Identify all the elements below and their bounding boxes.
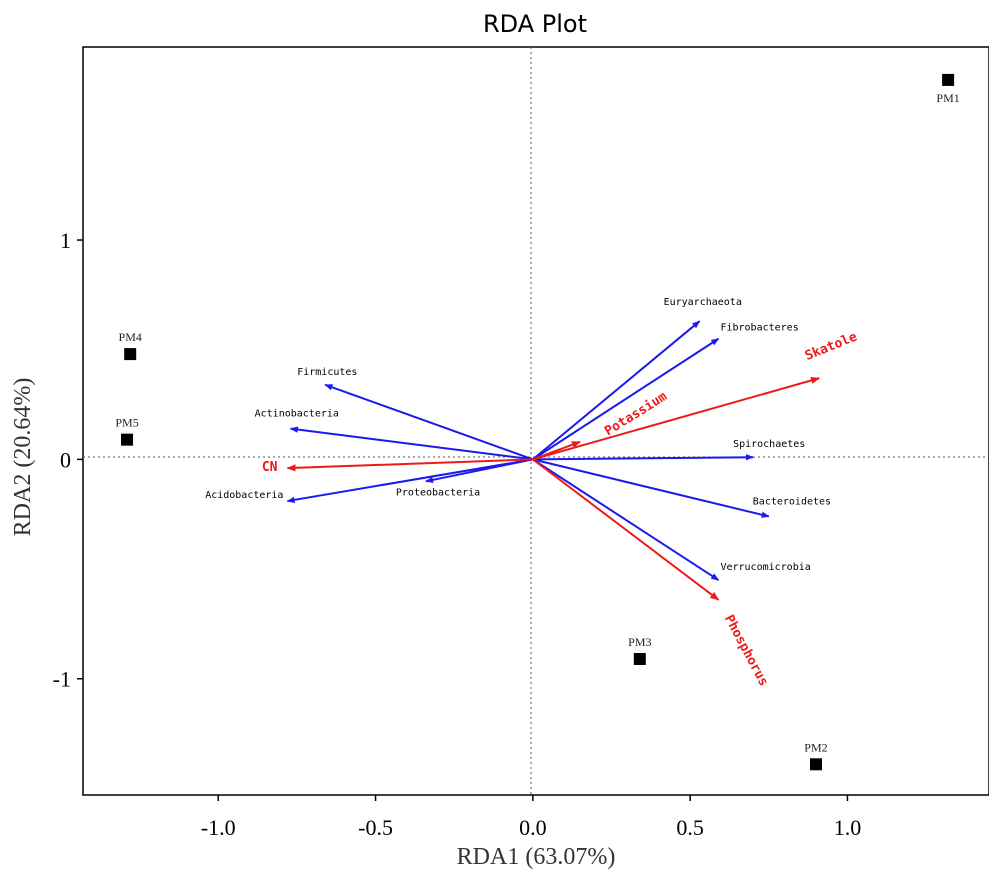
x-tick-label: -1.0 [201,815,236,840]
environment-arrow [532,440,581,461]
environment-label: CN [262,460,278,475]
site-label: PM1 [936,91,959,105]
environment-arrows: Skatole Potassium CN Phosphorus [262,329,860,688]
y-tick-label: 0 [60,447,71,472]
species-arrow [289,426,533,461]
species-arrow [425,458,534,484]
site-point [124,348,137,361]
site-points: PM1 PM2 PM3 PM4 PM5 [115,73,960,771]
site-label: PM3 [628,635,651,649]
species-label: Fibrobacteres [720,323,798,334]
species-arrow [532,458,720,581]
environment-arrow [286,458,533,472]
species-arrow [286,458,534,504]
site-label: PM4 [119,330,142,344]
environment-label: Phosphorus [721,613,771,689]
species-label: Bacteroidetes [753,496,831,507]
species-arrow [324,383,534,461]
site-point [809,758,822,771]
x-tick-label: 0.5 [676,815,704,840]
plot-frame [82,46,989,796]
site-label: PM2 [804,740,827,754]
site-point [942,73,955,86]
x-tick-label: 1.0 [834,815,862,840]
y-tick-label: 1 [60,228,71,253]
y-tick-label: -1 [53,667,71,692]
species-arrow [532,458,770,518]
species-label: Actinobacteria [255,409,339,420]
species-arrow [532,454,754,461]
site-point [121,433,134,446]
species-label: Verrucomicrobia [720,562,810,573]
x-axis-ticks: -1.0 -0.5 0.0 0.5 1.0 [201,795,861,840]
environment-label: Skatole [803,329,860,363]
species-label: Acidobacteria [205,490,283,501]
y-axis-label: RDA2 (20.64%) [10,378,36,537]
species-arrows: Euryarchaeota Fibrobacteres Firmicutes Acti… [205,297,831,581]
species-arrow [532,320,701,461]
y-axis-ticks: -1 0 1 [53,228,83,692]
species-label: Firmicutes [297,367,357,378]
environment-arrow [532,458,720,601]
chart-title: RDA Plot [483,10,587,38]
species-label: Proteobacteria [396,487,480,498]
species-label: Euryarchaeota [664,297,742,308]
species-arrow [532,337,720,461]
x-tick-label: 0.0 [519,815,547,840]
species-label: Spirochaetes [733,439,805,450]
x-axis-label: RDA1 (63.07%) [457,844,616,870]
site-label: PM5 [115,416,138,430]
x-tick-label: -0.5 [358,815,393,840]
environment-label: Potassium [602,389,670,439]
site-point [633,653,646,665]
